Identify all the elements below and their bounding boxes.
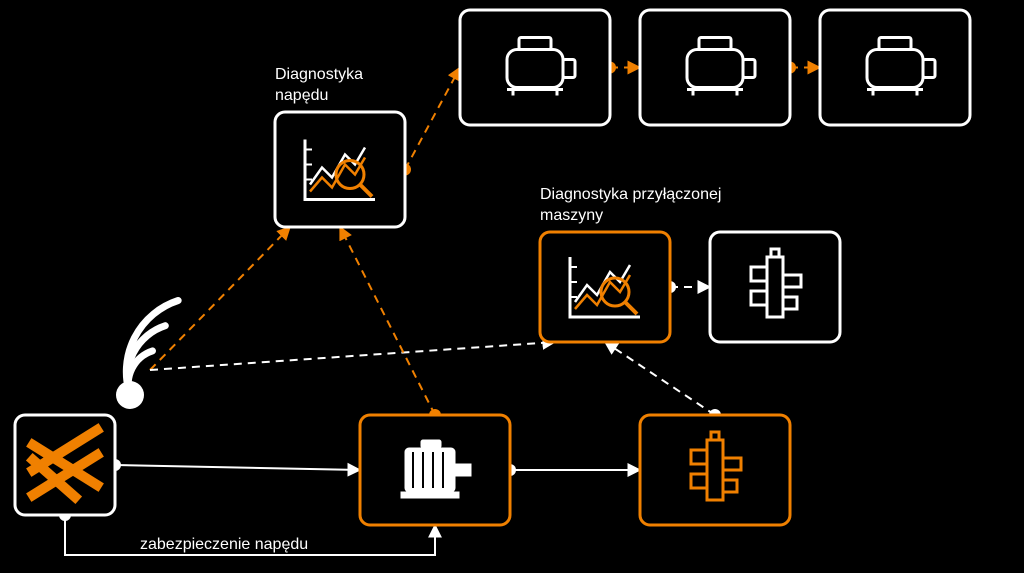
node-drive1: [460, 10, 610, 125]
node-drive2: [640, 10, 790, 125]
edge: [109, 459, 360, 471]
wifi-icon: [107, 300, 202, 409]
edge: [150, 227, 290, 370]
edge: [150, 342, 555, 370]
node-mach2: [710, 232, 840, 342]
label-diag-drive: Diagnostyka napędu: [275, 65, 363, 107]
node-mach1: [640, 415, 790, 525]
label-diag-machine: Diagnostyka przyłączonej maszyny: [540, 185, 721, 227]
node-drive3: [820, 10, 970, 125]
node-motor: [360, 415, 510, 525]
edge: [504, 464, 640, 476]
diagram-canvas: [0, 0, 1024, 573]
edge: [605, 342, 721, 421]
edge: [399, 68, 460, 176]
label-protection: zabezpieczenie napędu: [140, 535, 308, 556]
node-source: [15, 415, 115, 515]
edge: [340, 227, 441, 421]
node-diag1: [275, 112, 405, 227]
node-diag2: [540, 232, 670, 342]
